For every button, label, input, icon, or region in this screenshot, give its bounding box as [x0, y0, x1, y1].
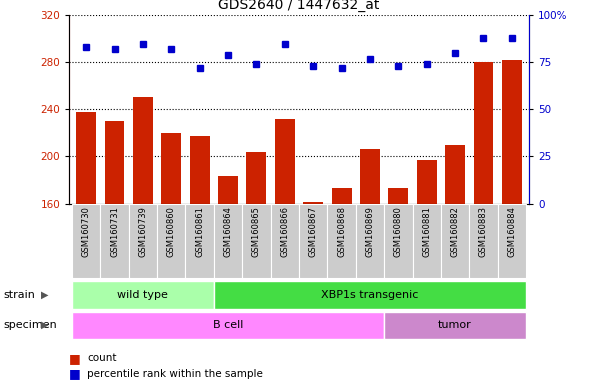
Bar	[133, 96, 153, 204]
Bar	[270, 204, 299, 278]
Text: GSM160869: GSM160869	[365, 206, 374, 257]
Bar	[469, 204, 498, 278]
Text: strain: strain	[3, 290, 35, 300]
Bar	[384, 312, 526, 339]
Bar	[498, 204, 526, 278]
Text: GSM160882: GSM160882	[451, 206, 460, 257]
Title: GDS2640 / 1447632_at: GDS2640 / 1447632_at	[218, 0, 380, 12]
Text: B cell: B cell	[213, 320, 243, 331]
Bar	[328, 204, 356, 278]
Text: GSM160881: GSM160881	[423, 206, 431, 257]
Text: GSM160731: GSM160731	[110, 206, 119, 257]
Bar	[332, 188, 352, 204]
Text: GSM160739: GSM160739	[138, 206, 147, 257]
Text: specimen: specimen	[3, 320, 56, 330]
Bar	[214, 281, 526, 309]
Bar	[360, 149, 380, 204]
Bar	[105, 121, 124, 204]
Bar	[72, 204, 100, 278]
Text: GSM160864: GSM160864	[224, 206, 233, 257]
Bar	[72, 312, 384, 339]
Text: ▶: ▶	[41, 320, 48, 330]
Text: percentile rank within the sample: percentile rank within the sample	[87, 369, 263, 379]
Bar	[384, 204, 412, 278]
Text: GSM160880: GSM160880	[394, 206, 403, 257]
Bar	[242, 204, 270, 278]
Bar	[218, 177, 238, 204]
Text: ■: ■	[69, 367, 81, 380]
Bar	[416, 160, 437, 204]
Text: ■: ■	[69, 352, 81, 365]
Bar	[445, 145, 465, 204]
Bar	[100, 204, 129, 278]
Bar	[441, 204, 469, 278]
Bar	[190, 136, 210, 204]
Text: wild type: wild type	[117, 290, 168, 300]
Bar	[161, 133, 182, 204]
Text: GSM160860: GSM160860	[167, 206, 175, 257]
Text: count: count	[87, 353, 117, 363]
Text: GSM160730: GSM160730	[82, 206, 91, 257]
Text: GSM160865: GSM160865	[252, 206, 261, 257]
Bar	[474, 62, 493, 204]
Text: GSM160867: GSM160867	[309, 206, 318, 257]
Text: GSM160866: GSM160866	[280, 206, 289, 257]
Bar	[157, 204, 186, 278]
Bar	[214, 204, 242, 278]
Bar	[299, 204, 328, 278]
Text: ▶: ▶	[41, 290, 48, 300]
Bar	[388, 188, 408, 204]
Bar	[275, 119, 294, 204]
Bar	[186, 204, 214, 278]
Text: XBP1s transgenic: XBP1s transgenic	[322, 290, 419, 300]
Bar	[356, 204, 384, 278]
Bar	[246, 152, 266, 204]
Bar	[76, 112, 96, 204]
Bar	[129, 204, 157, 278]
Text: GSM160884: GSM160884	[507, 206, 516, 257]
Text: GSM160861: GSM160861	[195, 206, 204, 257]
Text: GSM160883: GSM160883	[479, 206, 488, 257]
Bar	[502, 60, 522, 204]
Bar	[72, 281, 214, 309]
Text: GSM160868: GSM160868	[337, 206, 346, 257]
Text: tumor: tumor	[438, 320, 472, 331]
Bar	[304, 202, 323, 204]
Bar	[412, 204, 441, 278]
